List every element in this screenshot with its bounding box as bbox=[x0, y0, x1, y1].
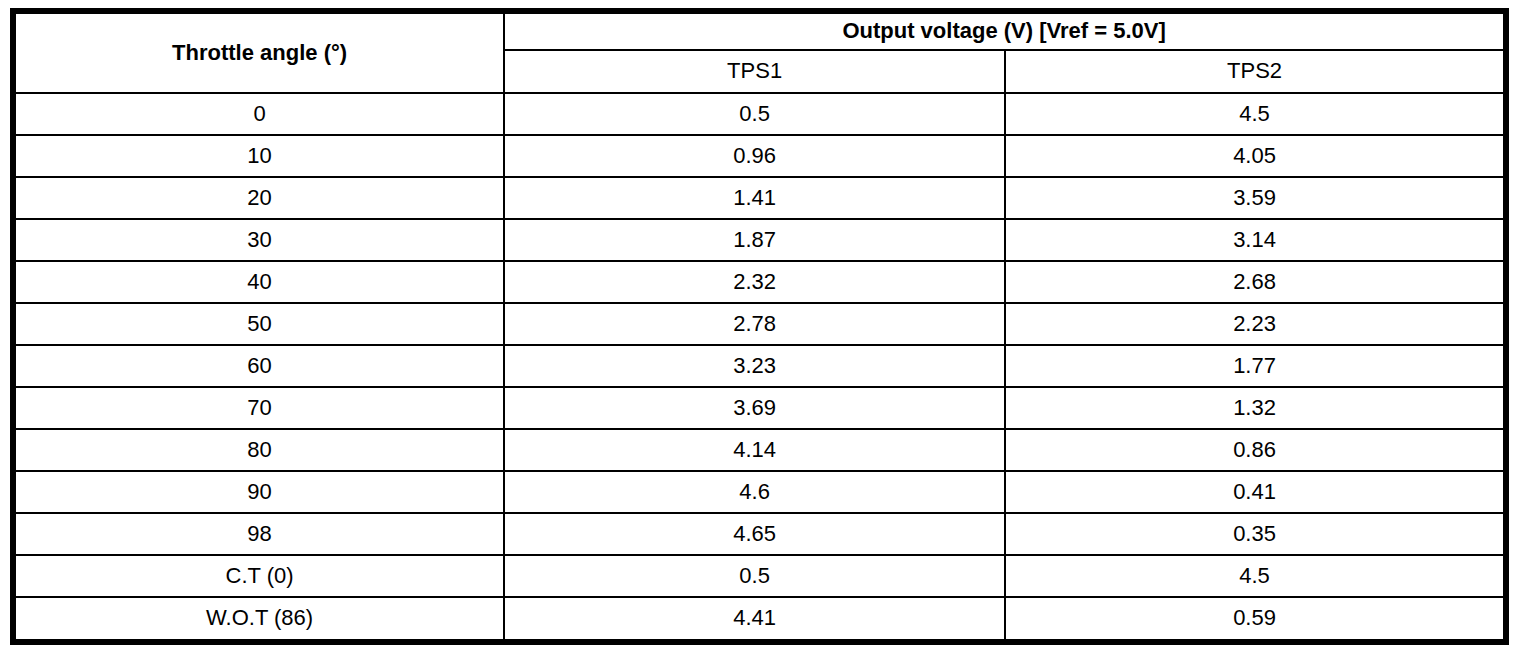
table-row: 98 4.65 0.35 bbox=[13, 513, 1506, 555]
table-row: 90 4.6 0.41 bbox=[13, 471, 1506, 513]
throttle-angle-cell: C.T (0) bbox=[13, 555, 504, 597]
tps1-value-cell: 0.5 bbox=[504, 555, 1005, 597]
throttle-angle-cell: 70 bbox=[13, 387, 504, 429]
table-row: 40 2.32 2.68 bbox=[13, 261, 1506, 303]
table-header: Throttle angle (°) Output voltage (V) [V… bbox=[13, 11, 1506, 93]
throttle-angle-cell: W.O.T (86) bbox=[13, 597, 504, 642]
throttle-angle-cell: 98 bbox=[13, 513, 504, 555]
page: Throttle angle (°) Output voltage (V) [V… bbox=[0, 0, 1520, 648]
table-row: 30 1.87 3.14 bbox=[13, 219, 1506, 261]
tps2-value-cell: 4.5 bbox=[1005, 93, 1506, 135]
table-row: C.T (0) 0.5 4.5 bbox=[13, 555, 1506, 597]
tps2-column-header: TPS2 bbox=[1005, 50, 1506, 93]
table-body: 0 0.5 4.5 10 0.96 4.05 20 1.41 3.59 30 1… bbox=[13, 93, 1506, 642]
tps2-value-cell: 2.68 bbox=[1005, 261, 1506, 303]
table-row: W.O.T (86) 4.41 0.59 bbox=[13, 597, 1506, 642]
tps1-value-cell: 1.87 bbox=[504, 219, 1005, 261]
output-voltage-group-header: Output voltage (V) [Vref = 5.0V] bbox=[504, 11, 1506, 50]
throttle-angle-cell: 10 bbox=[13, 135, 504, 177]
tps1-value-cell: 4.41 bbox=[504, 597, 1005, 642]
throttle-angle-cell: 0 bbox=[13, 93, 504, 135]
table-row: 60 3.23 1.77 bbox=[13, 345, 1506, 387]
tps1-value-cell: 0.5 bbox=[504, 93, 1005, 135]
tps2-value-cell: 3.59 bbox=[1005, 177, 1506, 219]
table-row: 50 2.78 2.23 bbox=[13, 303, 1506, 345]
tps2-value-cell: 0.41 bbox=[1005, 471, 1506, 513]
throttle-angle-column-header: Throttle angle (°) bbox=[13, 11, 504, 93]
throttle-angle-cell: 20 bbox=[13, 177, 504, 219]
tps1-value-cell: 1.41 bbox=[504, 177, 1005, 219]
tps1-value-cell: 3.23 bbox=[504, 345, 1005, 387]
table-row: 70 3.69 1.32 bbox=[13, 387, 1506, 429]
tps2-value-cell: 1.32 bbox=[1005, 387, 1506, 429]
tps2-value-cell: 0.86 bbox=[1005, 429, 1506, 471]
tps2-value-cell: 2.23 bbox=[1005, 303, 1506, 345]
throttle-angle-cell: 40 bbox=[13, 261, 504, 303]
tps1-value-cell: 2.32 bbox=[504, 261, 1005, 303]
tps2-value-cell: 1.77 bbox=[1005, 345, 1506, 387]
table-row: 10 0.96 4.05 bbox=[13, 135, 1506, 177]
tps1-value-cell: 4.65 bbox=[504, 513, 1005, 555]
throttle-angle-cell: 50 bbox=[13, 303, 504, 345]
tps2-value-cell: 3.14 bbox=[1005, 219, 1506, 261]
tps2-value-cell: 4.5 bbox=[1005, 555, 1506, 597]
table-row: 0 0.5 4.5 bbox=[13, 93, 1506, 135]
table-row: 80 4.14 0.86 bbox=[13, 429, 1506, 471]
tps1-value-cell: 3.69 bbox=[504, 387, 1005, 429]
tps1-column-header: TPS1 bbox=[504, 50, 1005, 93]
tps2-value-cell: 4.05 bbox=[1005, 135, 1506, 177]
tps2-value-cell: 0.59 bbox=[1005, 597, 1506, 642]
throttle-angle-cell: 60 bbox=[13, 345, 504, 387]
tps2-value-cell: 0.35 bbox=[1005, 513, 1506, 555]
tps1-value-cell: 0.96 bbox=[504, 135, 1005, 177]
throttle-angle-cell: 30 bbox=[13, 219, 504, 261]
throttle-angle-cell: 80 bbox=[13, 429, 504, 471]
group-header-row: Throttle angle (°) Output voltage (V) [V… bbox=[13, 11, 1506, 50]
table-row: 20 1.41 3.59 bbox=[13, 177, 1506, 219]
tps-output-voltage-table: Throttle angle (°) Output voltage (V) [V… bbox=[10, 8, 1509, 645]
tps1-value-cell: 2.78 bbox=[504, 303, 1005, 345]
tps1-value-cell: 4.6 bbox=[504, 471, 1005, 513]
tps1-value-cell: 4.14 bbox=[504, 429, 1005, 471]
throttle-angle-cell: 90 bbox=[13, 471, 504, 513]
